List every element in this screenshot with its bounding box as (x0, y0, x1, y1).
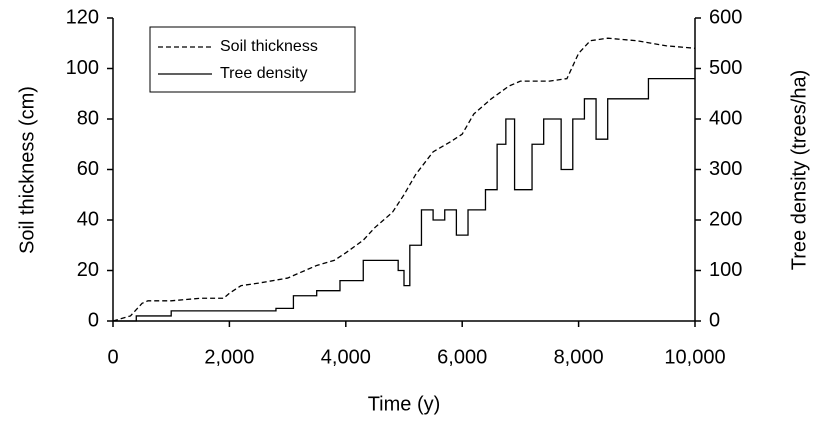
y-axis-title: Soil thickness (cm) (16, 86, 38, 254)
x-tick-label: 8,000 (554, 346, 604, 368)
x-tick-label: 2,000 (204, 346, 254, 368)
y2-tick-label: 200 (709, 208, 742, 230)
y-tick-label: 100 (66, 57, 99, 79)
series-line (113, 77, 695, 322)
x-tick-label: 6,000 (437, 346, 487, 368)
y-tick-label: 0 (88, 309, 99, 331)
legend-label: Tree density (220, 65, 307, 82)
y2-tick-label: 500 (709, 57, 742, 79)
y2-tick-label: 400 (709, 107, 742, 129)
y-tick-label: 80 (77, 107, 99, 129)
legend-label: Soil thickness (220, 38, 318, 55)
y2-tick-label: 0 (709, 309, 720, 331)
y2-tick-label: 100 (709, 259, 742, 281)
y2-tick-label: 600 (709, 6, 742, 28)
y2-axis-title: Tree density (trees/ha) (788, 70, 810, 270)
x-tick-label: 4,000 (321, 346, 371, 368)
y-tick-label: 120 (66, 6, 99, 28)
y-tick-label: 60 (77, 158, 99, 180)
legend-box (149, 26, 356, 93)
x-tick-label: 10,000 (664, 346, 725, 368)
y-tick-label: 20 (77, 259, 99, 281)
y-tick-label: 40 (77, 208, 99, 230)
series-line (112, 37, 696, 322)
x-axis-title: Time (y) (368, 393, 441, 415)
y2-tick-label: 300 (709, 158, 742, 180)
x-tick-label: 0 (107, 346, 118, 368)
